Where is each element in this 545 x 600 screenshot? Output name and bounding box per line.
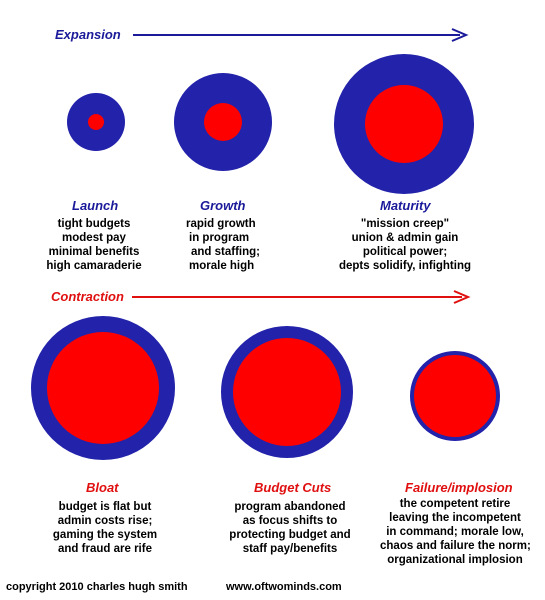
failure-description: the competent retire leaving the incompe… [380,497,531,567]
growth-line-4: morale high [189,260,255,272]
maturity-line-2: union & admin gain [351,232,459,244]
budget-cuts-inner-circle [233,338,341,446]
copyright-text: copyright 2010 charles hugh smith [6,581,188,593]
bloat-line-1: budget is flat but [58,501,152,513]
launch-line-1: tight budgets [57,218,131,230]
growth-line-3: and staffing; [191,246,260,258]
launch-title: Launch [72,198,119,213]
failure-line-4: chaos and failure the norm; [380,540,531,552]
maturity-line-4: depts solidify, infighting [338,260,472,272]
failure-line-3: in command; morale low, [386,526,524,538]
contraction-arrowhead [453,290,471,304]
growth-title: Growth [200,198,246,213]
bloat-title: Bloat [86,480,119,495]
budget-cuts-line-3: protecting budget and [229,529,351,541]
growth-line-1: rapid growth [186,218,256,230]
maturity-title: Maturity [380,198,431,213]
maturity-line-3: political power; [362,246,448,258]
expansion-label: Expansion [55,27,121,42]
bloat-description: budget is flat but admin costs rise; gam… [50,500,160,556]
maturity-inner-circle [365,85,443,163]
launch-line-2: modest pay [62,232,126,244]
bloat-line-2: admin costs rise; [57,515,153,527]
bloat-line-4: and fraud are rife [58,543,152,555]
failure-line-1: the competent retire [399,498,511,510]
maturity-line-1: "mission creep" [360,218,450,230]
contraction-label: Contraction [51,289,124,304]
maturity-description: "mission creep" union & admin gain polit… [335,217,475,273]
launch-line-3: minimal benefits [48,246,140,258]
bloat-line-3: gaming the system [52,529,158,541]
failure-title: Failure/implosion [405,480,513,495]
failure-line-5: organizational implosion [387,554,523,566]
launch-description: tight budgets modest pay minimal benefit… [40,217,148,273]
expansion-arrowhead [451,28,469,42]
budget-cuts-line-1: program abandoned [234,501,346,513]
growth-inner-circle [204,103,242,141]
budget-cuts-line-2: as focus shifts to [242,515,338,527]
growth-line-2: in program [189,232,250,244]
bloat-inner-circle [47,332,159,444]
launch-line-4: high camaraderie [46,260,142,272]
budget-cuts-line-4: staff pay/benefits [242,543,338,555]
failure-line-2: leaving the incompetent [389,512,521,524]
failure-inner-circle [414,355,496,437]
budget-cuts-description: program abandoned as focus shifts to pro… [225,500,355,556]
budget-cuts-title: Budget Cuts [254,480,332,495]
website-text: www.oftwominds.com [226,581,342,593]
launch-inner-circle [88,114,104,130]
growth-description: rapid growth in program and staffing; mo… [186,217,260,273]
